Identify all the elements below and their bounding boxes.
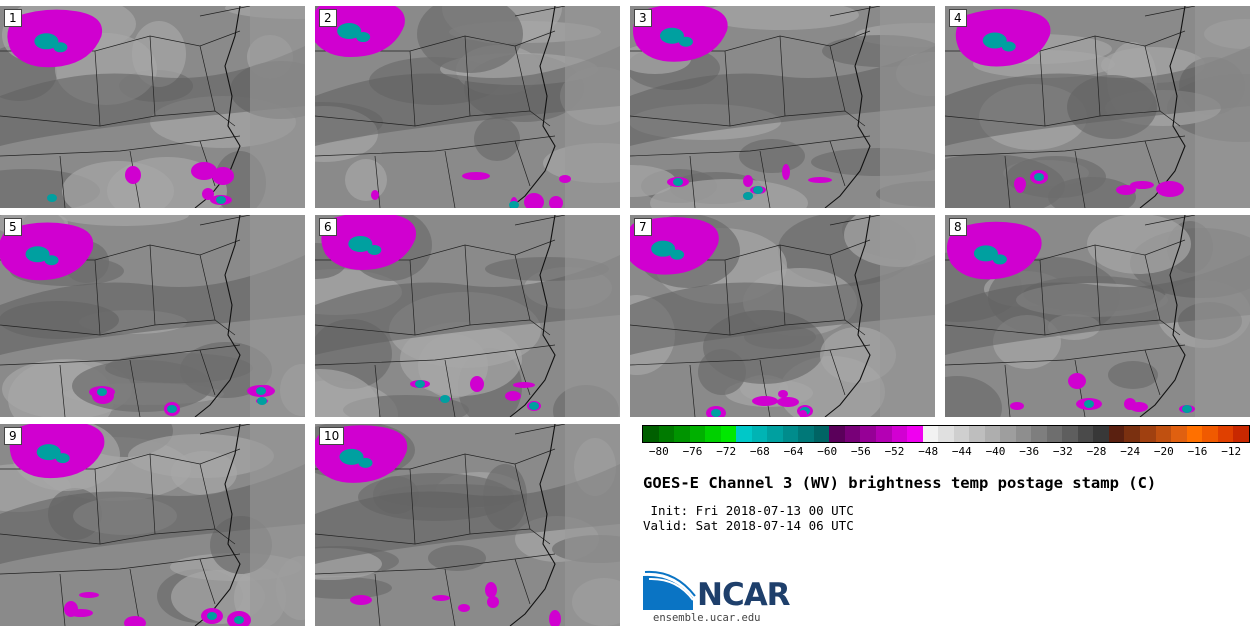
init-time: Init: Fri 2018-07-13 00 UTC [643,503,854,518]
colorbar-swatch [953,426,970,442]
colorbar-swatch [1062,426,1078,442]
panel-number: 5 [4,218,22,236]
panel-number: 2 [319,9,337,27]
colorbar-swatch [813,426,830,442]
map-panel-7: 7 [630,215,935,417]
colorbar-swatch [891,426,908,442]
colorbar-swatch [1015,426,1032,442]
logo-url: ensemble.ucar.edu [653,612,761,624]
map-panel-2: 2 [315,6,620,208]
map-panel-10: 10 [315,424,620,626]
colorbar-swatch [1233,426,1249,442]
colorbar-swatch [844,426,861,442]
colorbar-tick-label: −20 [1153,445,1174,458]
colorbar-swatch [875,426,892,442]
panel-number: 8 [949,218,967,236]
colorbar-swatch [705,426,721,442]
colorbar-swatch [1217,426,1234,442]
colorbar [642,425,1250,443]
colorbar-swatch [798,426,814,442]
panel-number: 3 [634,9,652,27]
colorbar-swatch [782,426,799,442]
colorbar-swatch [1140,426,1156,442]
colorbar-tick-label: −80 [648,445,669,458]
panel-number: 4 [949,9,967,27]
panel-number: 9 [4,427,22,445]
map-panel-6: 6 [315,215,620,417]
colorbar-swatch [829,426,845,442]
colorbar-tick-label: −72 [716,445,737,458]
colorbar-tick-label: −44 [951,445,972,458]
colorbar-swatch [1186,426,1203,442]
colorbar-tick-label: −76 [682,445,703,458]
colorbar-swatch [674,426,690,442]
map-panel-8: 8 [945,215,1250,417]
colorbar-tick-label: −56 [850,445,871,458]
colorbar-swatch [736,426,752,442]
colorbar-tick-label: −12 [1221,445,1242,458]
ncar-logo-icon [643,570,696,610]
colorbar-tick-label: −52 [884,445,905,458]
colorbar-swatch [1000,426,1016,442]
colorbar-tick-label: −24 [1120,445,1141,458]
colorbar-tick-label: −40 [985,445,1006,458]
panel-number: 6 [319,218,337,236]
colorbar-swatch [907,426,923,442]
panel-number: 10 [319,427,345,445]
colorbar-tick-label: −68 [749,445,770,458]
colorbar-swatch [1155,426,1172,442]
map-panel-4: 4 [945,6,1250,208]
colorbar-swatch [1124,426,1140,442]
map-panel-1: 1 [0,6,305,208]
colorbar-swatch [1108,426,1125,442]
colorbar-swatch [1093,426,1109,442]
colorbar-swatch [720,426,737,442]
colorbar-ticks: −80 −76 −72 −68 −64 −60 −56 −52 −48 −44 −40 −36 −32−… [642,443,1248,463]
figure-title: GOES-E Channel 3 (WV) brightness temp po… [643,474,1157,492]
colorbar-tick-label: −16 [1187,445,1208,458]
colorbar-swatch [860,426,876,442]
colorbar-swatch [1171,426,1187,442]
colorbar-swatch [767,426,783,442]
colorbar-swatch [938,426,954,442]
colorbar-swatch [984,426,1001,442]
colorbar-swatch [1077,426,1094,442]
colorbar-swatch [1202,426,1218,442]
colorbar-tick-label: −32 [1052,445,1073,458]
ncar-logo-text: NCAR [697,577,791,613]
colorbar-tick-label: −64 [783,445,804,458]
colorbar-swatch [922,426,939,442]
colorbar-tick-label: −28 [1086,445,1107,458]
colorbar-swatch [751,426,768,442]
colorbar-tick-label: −36 [1019,445,1040,458]
map-panel-5: 5 [0,215,305,417]
panel-number: 1 [4,9,22,27]
colorbar-swatch [643,426,659,442]
colorbar-tick-label: −60 [817,445,838,458]
valid-time: Valid: Sat 2018-07-14 06 UTC [643,518,854,533]
colorbar-swatch [658,426,675,442]
panel-number: 7 [634,218,652,236]
colorbar-swatch [689,426,706,442]
map-panel-9: 9 [0,424,305,626]
colorbar-swatch [1031,426,1047,442]
colorbar-swatch [969,426,985,442]
colorbar-swatch [1046,426,1063,442]
colorbar-tick-label: −48 [918,445,939,458]
map-panel-3: 3 [630,6,935,208]
